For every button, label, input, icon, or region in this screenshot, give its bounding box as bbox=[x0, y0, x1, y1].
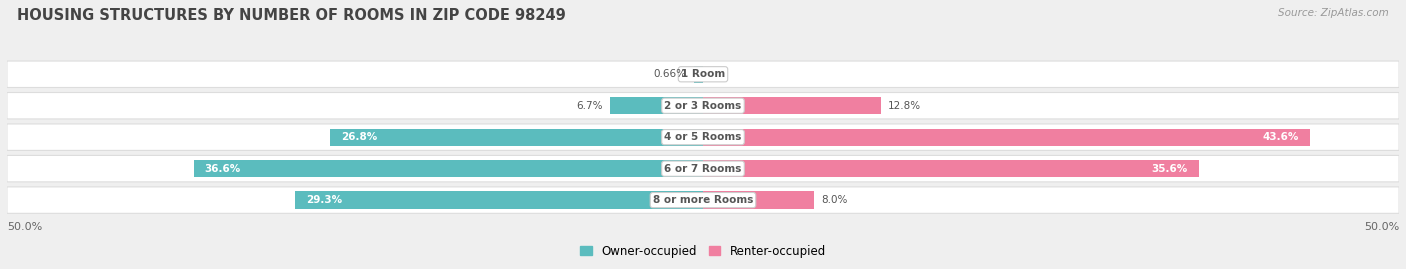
Text: 43.6%: 43.6% bbox=[1263, 132, 1299, 142]
FancyBboxPatch shape bbox=[7, 93, 1399, 119]
Text: 8 or more Rooms: 8 or more Rooms bbox=[652, 195, 754, 205]
Text: Source: ZipAtlas.com: Source: ZipAtlas.com bbox=[1278, 8, 1389, 18]
Text: 6 or 7 Rooms: 6 or 7 Rooms bbox=[664, 164, 742, 174]
Bar bbox=[194, 160, 703, 177]
Bar bbox=[330, 129, 703, 146]
Text: 35.6%: 35.6% bbox=[1152, 164, 1188, 174]
Text: 4 or 5 Rooms: 4 or 5 Rooms bbox=[664, 132, 742, 142]
Bar bbox=[610, 97, 703, 114]
Text: 26.8%: 26.8% bbox=[342, 132, 377, 142]
Text: 12.8%: 12.8% bbox=[889, 101, 921, 111]
Text: 0.66%: 0.66% bbox=[654, 69, 688, 79]
Bar bbox=[703, 160, 1198, 177]
Text: 2 or 3 Rooms: 2 or 3 Rooms bbox=[665, 101, 741, 111]
Bar bbox=[703, 192, 814, 209]
Text: 29.3%: 29.3% bbox=[307, 195, 343, 205]
FancyBboxPatch shape bbox=[7, 61, 1399, 87]
Text: HOUSING STRUCTURES BY NUMBER OF ROOMS IN ZIP CODE 98249: HOUSING STRUCTURES BY NUMBER OF ROOMS IN… bbox=[17, 8, 565, 23]
FancyBboxPatch shape bbox=[7, 124, 1399, 150]
Legend: Owner-occupied, Renter-occupied: Owner-occupied, Renter-occupied bbox=[575, 240, 831, 262]
Text: 50.0%: 50.0% bbox=[1364, 222, 1399, 232]
Bar bbox=[703, 129, 1310, 146]
Text: 8.0%: 8.0% bbox=[821, 195, 848, 205]
Bar bbox=[703, 97, 882, 114]
Text: 6.7%: 6.7% bbox=[576, 101, 603, 111]
Bar bbox=[295, 192, 703, 209]
Text: 36.6%: 36.6% bbox=[205, 164, 240, 174]
FancyBboxPatch shape bbox=[7, 155, 1399, 182]
Text: 50.0%: 50.0% bbox=[7, 222, 42, 232]
Text: 1 Room: 1 Room bbox=[681, 69, 725, 79]
Bar bbox=[693, 66, 703, 83]
FancyBboxPatch shape bbox=[7, 187, 1399, 213]
